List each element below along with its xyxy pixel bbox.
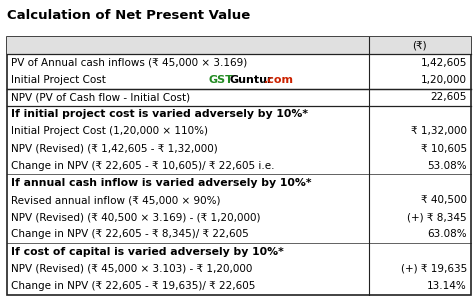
Text: Initial Project Cost (1,20,000 × 110%): Initial Project Cost (1,20,000 × 110%) (11, 126, 208, 136)
Text: 53.08%: 53.08% (427, 161, 467, 171)
Text: GST: GST (209, 75, 233, 85)
Text: If annual cash inflow is varied adversely by 10%*: If annual cash inflow is varied adversel… (11, 178, 311, 188)
Text: Change in NPV (₹ 22,605 - ₹ 19,635)/ ₹ 22,605: Change in NPV (₹ 22,605 - ₹ 19,635)/ ₹ 2… (11, 281, 255, 291)
Text: 63.08%: 63.08% (427, 229, 467, 239)
Text: 22,605: 22,605 (430, 92, 467, 102)
Bar (7, 37, 471, 54)
Text: Revised annual inflow (₹ 45,000 × 90%): Revised annual inflow (₹ 45,000 × 90%) (11, 195, 220, 205)
Text: ₹ 1,32,000: ₹ 1,32,000 (411, 126, 467, 136)
Text: (+) ₹ 8,345: (+) ₹ 8,345 (407, 212, 467, 222)
Text: 13.14%: 13.14% (427, 281, 467, 291)
Text: Guntur: Guntur (229, 75, 273, 85)
Text: If cost of capital is varied adversely by 10%*: If cost of capital is varied adversely b… (11, 247, 283, 257)
Text: Change in NPV (₹ 22,605 - ₹ 10,605)/ ₹ 22,605 i.e.: Change in NPV (₹ 22,605 - ₹ 10,605)/ ₹ 2… (11, 161, 274, 171)
Text: Calculation of Net Present Value: Calculation of Net Present Value (7, 9, 250, 22)
Text: ₹ 10,605: ₹ 10,605 (421, 144, 467, 154)
Text: NPV (Revised) (₹ 40,500 × 3.169) - (₹ 1,20,000): NPV (Revised) (₹ 40,500 × 3.169) - (₹ 1,… (11, 212, 260, 222)
Text: (₹): (₹) (412, 41, 427, 51)
Text: PV of Annual cash inflows (₹ 45,000 × 3.169): PV of Annual cash inflows (₹ 45,000 × 3.… (11, 58, 247, 68)
Text: .com: .com (264, 75, 294, 85)
Text: ₹ 40,500: ₹ 40,500 (421, 195, 467, 205)
Text: 1,20,000: 1,20,000 (421, 75, 467, 85)
Text: Initial Project Cost: Initial Project Cost (11, 75, 106, 85)
Text: (+) ₹ 19,635: (+) ₹ 19,635 (401, 264, 467, 274)
Text: If initial project cost is varied adversely by 10%*: If initial project cost is varied advers… (11, 109, 308, 119)
Text: NPV (Revised) (₹ 1,42,605 - ₹ 1,32,000): NPV (Revised) (₹ 1,42,605 - ₹ 1,32,000) (11, 144, 218, 154)
Text: NPV (Revised) (₹ 45,000 × 3.103) - ₹ 1,20,000: NPV (Revised) (₹ 45,000 × 3.103) - ₹ 1,2… (11, 264, 252, 274)
Text: Change in NPV (₹ 22,605 - ₹ 8,345)/ ₹ 22,605: Change in NPV (₹ 22,605 - ₹ 8,345)/ ₹ 22… (11, 229, 249, 239)
Bar (7, 37, 471, 295)
Text: NPV (PV of Cash flow - Initial Cost): NPV (PV of Cash flow - Initial Cost) (11, 92, 190, 102)
Text: 1,42,605: 1,42,605 (420, 58, 467, 68)
